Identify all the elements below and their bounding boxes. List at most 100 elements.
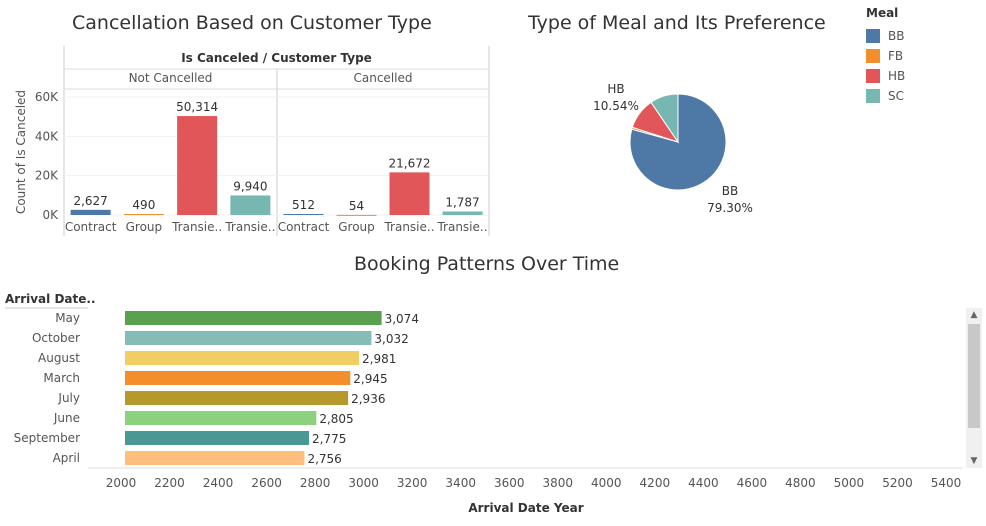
y-tick-label: 40K — [35, 129, 59, 143]
pie-percent: 10.54% — [593, 99, 639, 113]
legend-item-hb[interactable]: HB — [866, 66, 905, 86]
bar — [336, 214, 377, 216]
y-tick-label: 0K — [42, 208, 59, 222]
category-label: June — [53, 411, 80, 425]
scroll-up-icon[interactable]: ▲ — [970, 310, 978, 320]
meal-legend: Meal BB FB HB SC — [866, 6, 905, 106]
legend-item-fb[interactable]: FB — [866, 46, 905, 66]
data-label: 9,940 — [233, 179, 267, 193]
booking-scrollbar[interactable]: ▲ ▼ — [966, 308, 982, 468]
bar — [125, 451, 305, 465]
data-label: 490 — [132, 198, 155, 212]
y-axis-label: Count of Is Canceled — [14, 90, 28, 214]
data-label: 512 — [292, 198, 315, 212]
data-label: 50,314 — [176, 100, 218, 114]
x-tick-label: 2400 — [203, 476, 234, 490]
data-label: 2,981 — [362, 352, 396, 366]
category-label: August — [38, 351, 80, 365]
data-label: 2,756 — [307, 452, 341, 466]
x-tick-label: Transie.. — [224, 220, 275, 234]
x-tick-label: Transie.. — [383, 220, 434, 234]
pie-label: BB — [722, 184, 738, 198]
x-tick-label: 3400 — [445, 476, 476, 490]
legend-swatch — [866, 89, 880, 103]
pie-percent: 79.30% — [707, 201, 753, 215]
legend-item-bb[interactable]: BB — [866, 26, 905, 46]
data-label: 1,787 — [445, 195, 479, 209]
legend-label: BB — [888, 29, 905, 43]
bar — [442, 211, 483, 215]
x-tick-label: 4000 — [591, 476, 622, 490]
bar — [230, 195, 271, 215]
data-label: 3,032 — [374, 332, 408, 346]
x-tick-label: 3000 — [348, 476, 379, 490]
x-tick-label: 4200 — [640, 476, 671, 490]
legend-label: FB — [888, 49, 904, 63]
bar — [123, 214, 164, 216]
bar — [125, 311, 382, 325]
x-tick-label: 2000 — [106, 476, 137, 490]
y-tick-label: 60K — [35, 90, 59, 104]
scroll-down-icon[interactable]: ▼ — [970, 456, 978, 466]
x-tick-label: 3600 — [494, 476, 525, 490]
booking-chart-title: Booking Patterns Over Time — [354, 253, 620, 275]
panel-header: Not Cancelled — [129, 71, 213, 85]
x-tick-label: 4400 — [688, 476, 719, 490]
legend-label: SC — [888, 89, 904, 103]
meal-chart-title: Type of Meal and Its Preference — [528, 12, 826, 34]
data-label: 3,074 — [385, 312, 419, 326]
facet-header: Is Canceled / Customer Type — [181, 51, 372, 65]
category-label: March — [43, 371, 80, 385]
x-tick-label: 2200 — [154, 476, 185, 490]
bar — [125, 411, 317, 425]
legend-title: Meal — [866, 6, 899, 20]
x-tick-label: 3200 — [397, 476, 428, 490]
bar — [125, 351, 360, 365]
category-label: May — [55, 311, 80, 325]
legend-swatch — [866, 69, 880, 83]
x-tick-label: Contract — [278, 220, 330, 234]
legend-label: HB — [888, 69, 906, 83]
x-tick-label: 3800 — [542, 476, 573, 490]
data-label: 2,775 — [312, 432, 346, 446]
x-tick-label: 2600 — [251, 476, 282, 490]
scroll-thumb[interactable] — [968, 324, 980, 428]
bar — [125, 431, 310, 445]
cancel-chart-title: Cancellation Based on Customer Type — [72, 12, 432, 34]
data-label: 54 — [349, 199, 364, 213]
x-tick-label: Transie.. — [171, 220, 222, 234]
bar — [70, 209, 111, 215]
bar — [125, 391, 349, 405]
data-label: 2,805 — [319, 412, 353, 426]
data-label: 2,627 — [73, 194, 107, 208]
x-axis-label: Arrival Date Year — [468, 501, 583, 515]
x-tick-label: 5200 — [882, 476, 913, 490]
category-label: April — [53, 451, 80, 465]
x-tick-label: 5000 — [834, 476, 865, 490]
x-tick-label: Group — [338, 220, 375, 234]
data-label: 21,672 — [389, 156, 431, 170]
legend-item-sc[interactable]: SC — [866, 86, 905, 106]
panel-header: Cancelled — [354, 71, 413, 85]
bar — [125, 371, 351, 385]
category-label: October — [32, 331, 80, 345]
pie-slice — [650, 93, 679, 144]
pie-label: HB — [607, 82, 624, 96]
data-label: 2,936 — [351, 392, 385, 406]
x-tick-label: Group — [126, 220, 163, 234]
bar — [177, 116, 218, 215]
bar — [283, 213, 324, 215]
category-label: July — [57, 391, 80, 405]
category-label: September — [14, 431, 80, 445]
legend-swatch — [866, 29, 880, 43]
x-tick-label: Transie.. — [436, 220, 487, 234]
bar — [125, 331, 372, 345]
x-tick-label: Contract — [65, 220, 117, 234]
bar — [389, 172, 430, 215]
x-tick-label: 5400 — [931, 476, 962, 490]
y-tick-label: 20K — [35, 169, 59, 183]
x-tick-label: 2800 — [300, 476, 331, 490]
x-tick-label: 4800 — [785, 476, 816, 490]
x-tick-label: 4600 — [737, 476, 768, 490]
